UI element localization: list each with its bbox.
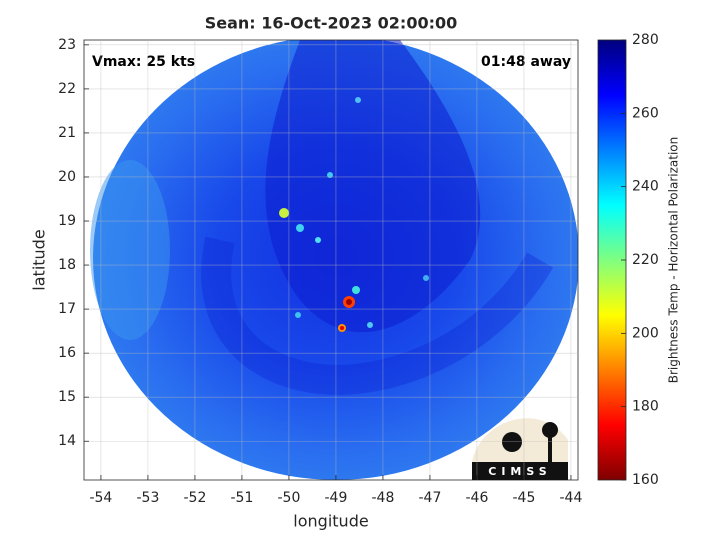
y-tick-label: 14 <box>58 433 76 449</box>
y-tick-label: 21 <box>58 125 76 141</box>
x-tick-label: -47 <box>419 490 442 506</box>
colorbar-label: Brightness Temp - Horizontal Polarizatio… <box>667 137 681 384</box>
x-tick-label: -44 <box>560 490 583 506</box>
x-tick-label: -53 <box>136 490 159 506</box>
x-tick-label: -54 <box>89 490 112 506</box>
x-axis-label: longitude <box>293 512 368 531</box>
y-tick-label: 15 <box>58 389 76 405</box>
x-tick-label: -52 <box>183 490 206 506</box>
colorbar-tick-label: 280 <box>632 32 659 48</box>
y-tick-label: 18 <box>58 257 76 273</box>
colorbar-tick-label: 260 <box>632 105 659 121</box>
x-tick-label: -48 <box>372 490 395 506</box>
y-tick-label: 20 <box>58 169 76 185</box>
colorbar-tick-label: 220 <box>632 252 659 268</box>
chart-title: Sean: 16-Oct-2023 02:00:00 <box>205 14 458 33</box>
colorbar-tick-label: 240 <box>632 179 659 195</box>
annotation: 01:48 away <box>481 54 571 70</box>
logo-text: CIMSS <box>488 465 551 478</box>
colorbar-tick-label: 160 <box>632 472 659 488</box>
x-tick-label: -45 <box>513 490 536 506</box>
colorbar-tick-label: 180 <box>632 399 659 415</box>
y-tick-label: 19 <box>58 213 76 229</box>
annotation: Vmax: 25 kts <box>92 54 195 70</box>
colorbar-tick-label: 200 <box>632 325 659 341</box>
y-tick-label: 16 <box>58 345 76 361</box>
logo: CIMSS <box>472 418 568 480</box>
x-tick-label: -50 <box>277 490 300 506</box>
plot-frame <box>83 39 579 481</box>
y-tick-label: 17 <box>58 301 76 317</box>
y-axis-label: latitude <box>30 229 49 290</box>
x-tick-label: -49 <box>324 490 347 506</box>
y-tick-label: 22 <box>58 81 76 97</box>
x-tick-label: -46 <box>466 490 489 506</box>
satellite-image <box>90 40 578 480</box>
y-tick-label: 23 <box>58 37 76 53</box>
x-tick-label: -51 <box>230 490 253 506</box>
